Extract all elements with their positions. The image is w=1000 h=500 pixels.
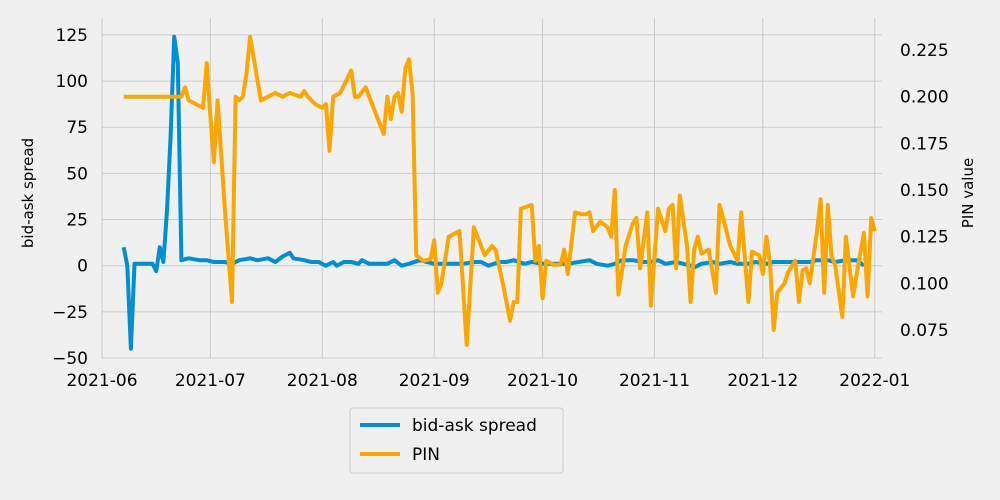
left-y-tick-label: −50 — [52, 349, 88, 369]
right-y-axis-ticks: 0.075 0.100 0.125 0.150 0.175 0.200 0.225 — [900, 41, 949, 341]
left-y-tick-label: 0 — [77, 257, 88, 277]
left-y-tick-label: 100 — [56, 72, 88, 92]
x-tick-label: 2021-09 — [399, 371, 470, 391]
right-y-tick-label: 0.200 — [900, 88, 949, 108]
right-y-tick-label: 0.175 — [900, 134, 949, 154]
right-y-tick-label: 0.150 — [900, 181, 949, 201]
x-tick-label: 2021-10 — [507, 371, 578, 391]
series-line-bid-ask-spread — [121, 34, 866, 351]
x-tick-label: 2021-12 — [727, 371, 798, 391]
x-tick-label: 2021-07 — [175, 371, 246, 391]
right-y-tick-label: 0.125 — [900, 228, 949, 248]
legend-box — [349, 407, 564, 474]
x-tick-label: 2022-01 — [839, 371, 910, 391]
series-line-pin — [123, 34, 877, 347]
left-y-tick-label: 50 — [66, 164, 88, 184]
legend: bid-ask spread PIN — [349, 407, 564, 474]
right-y-axis-title: PIN value — [959, 158, 977, 228]
left-y-axis-ticks: −50 −25 0 25 50 75 100 125 — [52, 26, 88, 369]
left-y-axis-title: bid-ask spread — [19, 138, 37, 248]
x-tick-label: 2021-11 — [619, 371, 690, 391]
legend-label-pin: PIN — [412, 445, 440, 465]
x-axis-ticks: 2021-06 2021-07 2021-08 2021-09 2021-10 2021-… — [66, 371, 910, 391]
legend-label-bid-ask-spread: bid-ask spread — [412, 416, 537, 436]
x-tick-label: 2021-08 — [287, 371, 358, 391]
x-tick-label: 2021-06 — [66, 371, 137, 391]
left-y-tick-label: 75 — [66, 118, 88, 138]
right-y-tick-label: 0.075 — [900, 321, 949, 341]
left-y-tick-label: −25 — [52, 303, 88, 323]
right-y-tick-label: 0.100 — [900, 274, 949, 294]
left-y-tick-label: 125 — [56, 26, 88, 46]
right-y-tick-label: 0.225 — [900, 41, 949, 61]
series-lines — [121, 34, 877, 351]
left-y-tick-label: 25 — [66, 211, 88, 231]
